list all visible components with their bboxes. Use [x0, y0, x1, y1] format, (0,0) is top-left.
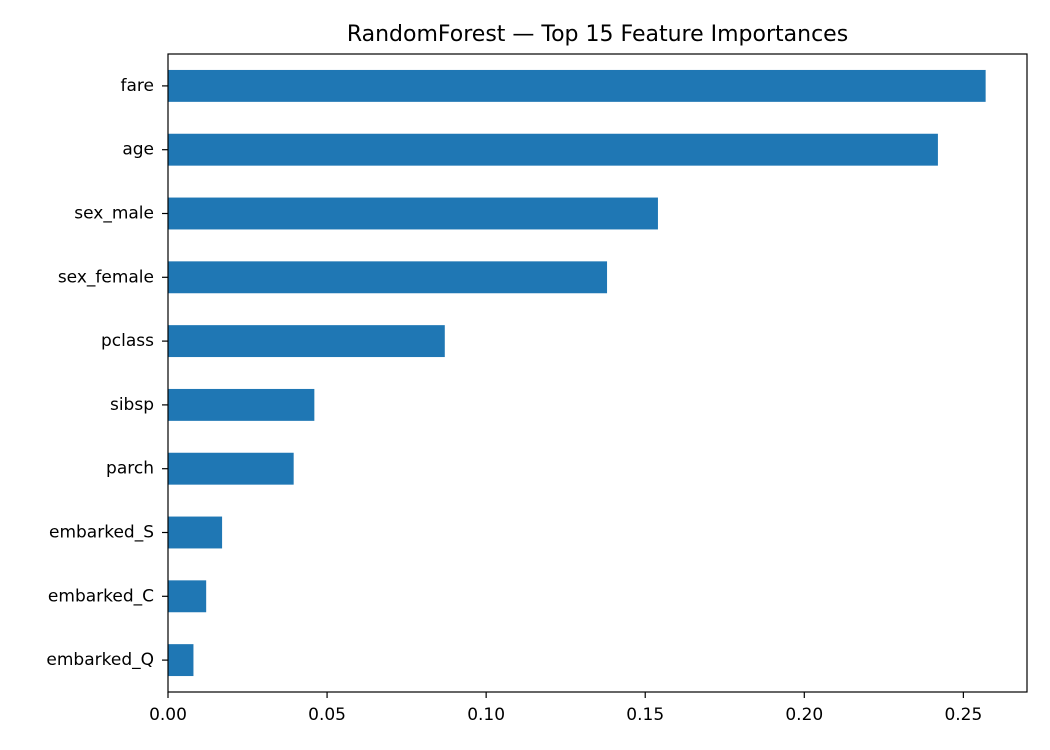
x-tick-label: 0.25 — [944, 705, 982, 725]
y-tick-label-embarked_S: embarked_S — [49, 523, 154, 543]
bar-fare — [168, 69, 986, 102]
chart-title: RandomForest — Top 15 Feature Importance… — [347, 22, 848, 47]
bar-parch — [168, 452, 294, 485]
bar-sibsp — [168, 388, 315, 421]
x-tick-label: 0.05 — [308, 705, 346, 725]
bar-sex_male — [168, 197, 658, 230]
bar-embarked_C — [168, 580, 207, 613]
y-tick-label-sex_male: sex_male — [74, 204, 154, 224]
bar-sex_female — [168, 261, 608, 294]
bars-layer — [168, 69, 986, 677]
x-tick-label: 0.10 — [467, 705, 505, 725]
bar-age — [168, 133, 938, 166]
bar-pclass — [168, 325, 445, 358]
y-tick-label-sibsp: sibsp — [110, 395, 154, 415]
y-tick-label-pclass: pclass — [101, 331, 154, 351]
x-tick-label: 0.20 — [785, 705, 823, 725]
x-tick-label: 0.15 — [626, 705, 664, 725]
y-tick-label-embarked_C: embarked_C — [48, 586, 154, 606]
y-tick-label-sex_female: sex_female — [58, 267, 154, 287]
x-tick-label: 0.00 — [149, 705, 187, 725]
x-axis-ticks: 0.00 0.05 0.10 0.15 0.20 0.25 — [149, 692, 982, 725]
plot-frame — [167, 53, 1028, 693]
y-tick-label-fare: fare — [121, 76, 154, 96]
bar-embarked_Q — [168, 644, 194, 677]
bar-embarked_S — [168, 516, 223, 549]
y-tick-label-parch: parch — [106, 459, 154, 479]
y-tick-label-age: age — [122, 140, 154, 160]
y-tick-label-embarked_Q: embarked_Q — [46, 650, 154, 670]
